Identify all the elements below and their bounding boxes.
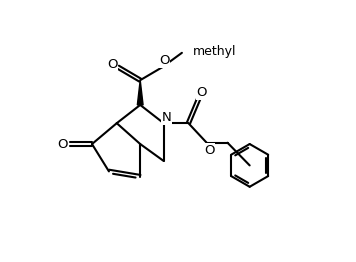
Text: O: O <box>196 86 207 99</box>
Text: methyl: methyl <box>193 45 236 58</box>
Text: O: O <box>159 54 170 67</box>
Polygon shape <box>137 80 143 105</box>
Text: O: O <box>107 58 117 71</box>
Text: O: O <box>57 138 68 151</box>
Text: O: O <box>204 144 215 157</box>
Text: N: N <box>161 111 171 124</box>
